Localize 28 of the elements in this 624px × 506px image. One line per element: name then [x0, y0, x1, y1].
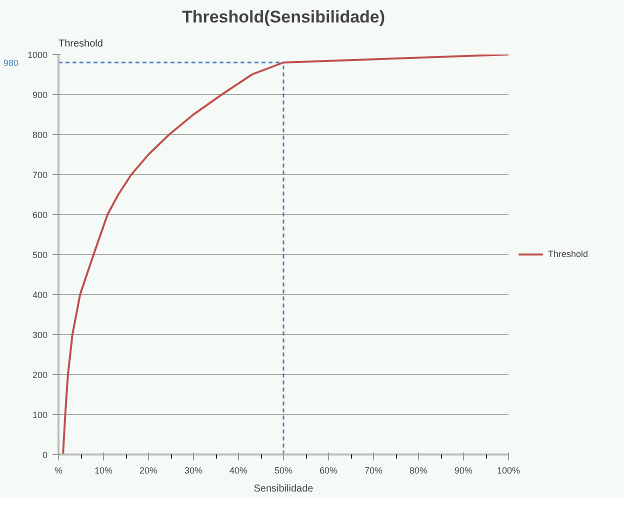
- y-axis-title: Threshold: [58, 38, 103, 50]
- y-tick-label: 200: [32, 370, 48, 380]
- x-tick-label: 30%: [184, 466, 203, 476]
- x-tick-label: 60%: [319, 466, 338, 476]
- y-tick-label: 500: [32, 250, 48, 260]
- line-series: [62, 54, 508, 454]
- y-tick-label: 400: [32, 290, 48, 300]
- y-tick-label: 800: [32, 130, 48, 140]
- y-tick-label: 1000: [27, 50, 48, 60]
- y-tick-label: 300: [32, 330, 48, 340]
- y-tick-label: 0: [42, 450, 48, 460]
- x-axis-title: Sensibilidade: [254, 484, 314, 494]
- x-tick-label: 80%: [409, 466, 428, 476]
- legend-label: Threshold: [548, 249, 588, 259]
- x-tick-label: 40%: [229, 466, 248, 476]
- x-tick-label: 10%: [94, 466, 113, 476]
- y-tick-label: 700: [32, 170, 48, 180]
- x-tick-label: 50%: [274, 466, 293, 476]
- x-tick-label: 90%: [454, 466, 473, 476]
- x-tick-label: 70%: [364, 466, 383, 476]
- y-tick-label: 100: [32, 410, 48, 420]
- x-tick-label: 20%: [139, 466, 158, 476]
- y-tick-label: 900: [32, 90, 48, 100]
- ref-line-label: 980: [3, 58, 19, 68]
- x-tick-label: %: [54, 466, 63, 476]
- y-tick-label: 600: [32, 210, 48, 220]
- chart-title: Threshold(Sensibilidade): [182, 8, 386, 26]
- x-tick-label: 100%: [496, 466, 520, 476]
